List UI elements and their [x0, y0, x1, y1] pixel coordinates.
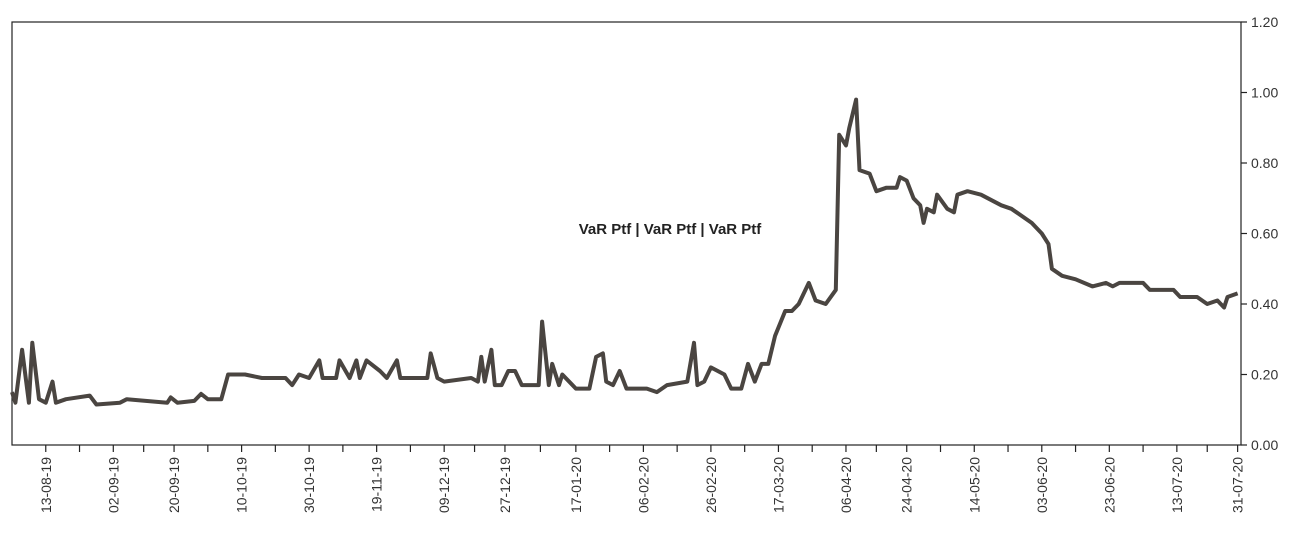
x-tick-label: 06-02-20 — [635, 457, 651, 513]
y-tick-label: 1.00 — [1251, 85, 1278, 101]
x-tick-label: 06-04-20 — [838, 457, 854, 513]
y-tick-label: 0.00 — [1251, 437, 1278, 453]
x-tick-label: 13-07-20 — [1169, 457, 1185, 513]
y-tick-label: 0.80 — [1251, 155, 1278, 171]
x-tick-label: 17-03-20 — [770, 457, 786, 513]
x-tick-label: 09-12-19 — [436, 457, 452, 513]
y-tick-label: 0.60 — [1251, 226, 1278, 242]
y-tick-label: 0.40 — [1251, 296, 1278, 312]
x-tick-label: 14-05-20 — [966, 457, 982, 513]
x-tick-label: 03-06-20 — [1034, 457, 1050, 513]
x-tick-label: 02-09-19 — [105, 457, 121, 513]
y-tick-label: 0.20 — [1251, 367, 1278, 383]
legend-label: VaR Ptf | VaR Ptf | VaR Ptf — [579, 221, 763, 238]
x-tick-label: 17-01-20 — [568, 457, 584, 513]
x-tick-label: 23-06-20 — [1101, 457, 1117, 513]
line — [10, 97, 1239, 407]
x-tick-label: 20-09-19 — [166, 457, 182, 513]
x-tick-label: 19-11-19 — [369, 457, 385, 512]
x-tick-label: 10-10-19 — [234, 457, 250, 513]
x-tick-label: 31-07-20 — [1230, 457, 1246, 513]
x-tick-label: 26-02-20 — [703, 457, 719, 513]
y-tick-label: 1.20 — [1251, 14, 1278, 30]
x-tick-label: 13-08-19 — [38, 457, 54, 513]
x-tick-label: 30-10-19 — [301, 457, 317, 513]
x-tick-label: 24-04-20 — [899, 457, 915, 513]
x-tick-label: 27-12-19 — [497, 457, 513, 513]
